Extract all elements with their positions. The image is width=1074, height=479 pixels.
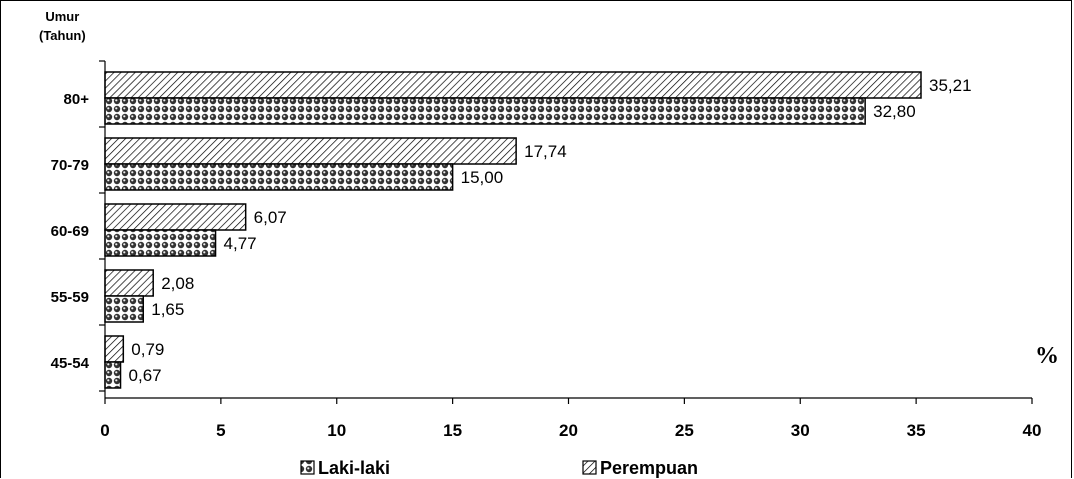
y-axis-title-line-1: Umur [45,9,80,24]
bar-laki-laki-1 [104,163,454,191]
bar-perempuan-2 [104,203,247,231]
data-label-laki-laki-0: 32,80 [873,102,916,121]
x-tick-label-3: 15 [443,421,462,440]
bar-perempuan-1 [104,137,517,165]
x-tick-label-8: 40 [1023,421,1042,440]
x-tick-label-7: 35 [907,421,926,440]
x-tick-label-1: 5 [216,421,225,440]
y-axis-title-line-2: (Tahun) [39,28,86,43]
data-label-laki-laki-4: 0,67 [129,366,162,385]
data-label-laki-laki-1: 15,00 [461,168,504,187]
legend-label-perempuan: Perempuan [600,458,698,478]
x-tick-label-2: 10 [327,421,346,440]
x-tick-label-6: 30 [791,421,810,440]
category-label-0: 80+ [64,91,90,108]
data-label-perempuan-1: 17,74 [524,142,567,161]
category-label-3: 55-59 [51,289,89,306]
data-label-perempuan-0: 35,21 [929,76,972,95]
data-label-perempuan-2: 6,07 [254,208,287,227]
x-tick-label-0: 0 [100,421,109,440]
bar-laki-laki-3 [104,295,144,323]
legend-label-laki-laki: Laki-laki [318,458,390,478]
bar-perempuan-0 [104,71,922,99]
unit-label: % [1035,343,1059,369]
y-axis-title: Umur (Tahun) [39,7,86,45]
bar-laki-laki-0 [104,97,866,125]
data-label-laki-laki-2: 4,77 [224,234,257,253]
bar-perempuan-4 [104,335,125,363]
bar-laki-laki-4 [104,361,122,389]
legend-swatch-laki-laki [300,460,315,475]
bar-perempuan-3 [104,269,154,297]
data-label-laki-laki-3: 1,65 [151,300,184,319]
bar-laki-laki-2 [104,229,217,257]
category-label-4: 45-54 [51,355,90,372]
category-label-2: 60-69 [51,223,89,240]
data-label-perempuan-3: 2,08 [161,274,194,293]
legend-swatch-perempuan [582,460,597,475]
category-label-1: 70-79 [51,157,89,174]
x-tick-label-4: 20 [559,421,578,440]
data-label-perempuan-4: 0,79 [131,340,164,359]
x-tick-label-5: 25 [675,421,694,440]
